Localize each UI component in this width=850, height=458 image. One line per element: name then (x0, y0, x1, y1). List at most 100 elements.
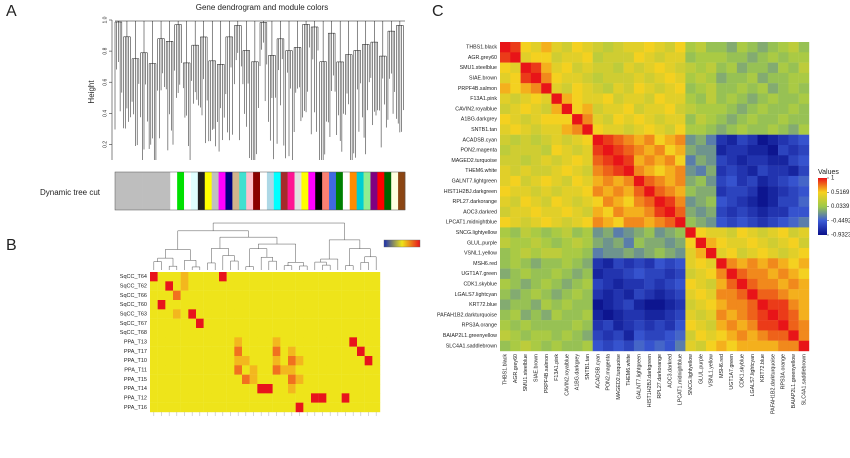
heat-cell (592, 134, 604, 146)
row-label: SqCC_T63 (120, 311, 147, 317)
heat-cell (664, 299, 676, 310)
heat-cell (341, 365, 350, 375)
row-label: PAFAH1B2.darkturquoise (437, 312, 497, 318)
colorbar-tick-label: 0.0339 (831, 204, 850, 210)
heat-cell (633, 93, 645, 104)
heat-cell (654, 340, 665, 352)
heat-cell (726, 114, 738, 125)
heat-cell (219, 393, 227, 403)
heat-cell (510, 72, 521, 84)
heat-cell (798, 299, 810, 310)
heat-cell (613, 217, 624, 228)
heat-cell (295, 384, 304, 394)
heat-cell (510, 134, 521, 146)
heat-cell (295, 281, 304, 291)
heat-cell (341, 290, 350, 301)
heat-cell (654, 196, 665, 207)
heat-cell (644, 175, 655, 187)
heat-cell (561, 155, 573, 166)
heat-cell (706, 340, 717, 352)
row-label: SqCC_T68 (120, 330, 147, 336)
heat-cell (623, 248, 635, 259)
heat-cell (747, 42, 758, 53)
heat-cell (685, 227, 696, 238)
column-label: SNTB1.tan (585, 354, 591, 380)
module-color (287, 172, 295, 210)
heat-cell (654, 52, 665, 63)
heat-cell (654, 155, 665, 166)
heat-cell (613, 289, 624, 300)
heat-cell (500, 114, 511, 125)
heat-cell (633, 72, 645, 84)
heat-cell (572, 258, 583, 269)
heat-cell (757, 320, 768, 331)
heat-cell (685, 114, 696, 125)
heat-cell (644, 330, 655, 341)
heat-cell (613, 124, 624, 135)
heat-cell (188, 290, 197, 301)
heat-cell (767, 93, 779, 104)
heat-cell (633, 206, 645, 218)
heat-cell (685, 278, 696, 290)
heat-cell (592, 340, 604, 352)
heat-cell (288, 309, 296, 319)
heat-cell (188, 337, 197, 347)
heat-cell (242, 328, 250, 338)
heat-cell (582, 52, 593, 63)
heat-cell (520, 299, 532, 310)
heat-cell (165, 290, 174, 301)
heat-cell (726, 186, 738, 197)
row-label: RPL27.darkorange (453, 199, 498, 205)
heat-cell (695, 52, 707, 63)
heat-cell (603, 62, 614, 74)
heat-cell (757, 268, 768, 280)
heat-cell (788, 124, 799, 135)
heat-cell (664, 134, 676, 146)
row-label: PPA_T14 (124, 386, 147, 392)
heat-cell (530, 278, 542, 290)
heat-cell (716, 309, 727, 321)
heat-cell (561, 330, 573, 341)
heat-cell (288, 356, 296, 366)
heat-cell (582, 278, 593, 290)
heat-cell (778, 83, 789, 94)
column-label: F13A1.pink (554, 354, 560, 381)
heat-cell (341, 374, 350, 385)
heat-cell (311, 281, 319, 291)
heat-cell (311, 393, 319, 403)
heat-cell (695, 72, 707, 84)
heat-cell (747, 289, 758, 300)
heat-cell (644, 217, 655, 228)
heat-cell (633, 103, 645, 115)
heat-cell (349, 337, 358, 347)
colorbar-tick-label: -0.9323 (831, 233, 850, 239)
heat-cell (265, 356, 273, 366)
heat-cell (778, 175, 789, 187)
heat-cell (747, 124, 758, 135)
heat-cell (747, 52, 758, 63)
heat-cell (644, 196, 655, 207)
column-label: VSNL1.yellow (709, 354, 715, 387)
heat-cell (157, 365, 166, 375)
heat-cell (572, 145, 583, 156)
heat-cell (706, 227, 717, 238)
heat-cell (695, 62, 707, 74)
heat-cell (561, 206, 573, 218)
heat-cell (603, 83, 614, 94)
heat-cell (349, 300, 358, 310)
heat-cell (726, 196, 738, 207)
heat-cell (165, 346, 174, 357)
heat-cell (188, 346, 197, 357)
heat-cell (747, 175, 758, 187)
heat-cell (272, 328, 281, 338)
heat-cell (582, 114, 593, 125)
heat-cell (633, 258, 645, 269)
heat-cell (623, 320, 635, 331)
heat-cell (572, 196, 583, 207)
heat-cell (500, 248, 511, 259)
heat-cell (664, 124, 676, 135)
heat-cell (551, 320, 562, 331)
heat-cell (541, 227, 552, 238)
heat-cell (180, 318, 189, 329)
heat-cell (295, 393, 304, 403)
